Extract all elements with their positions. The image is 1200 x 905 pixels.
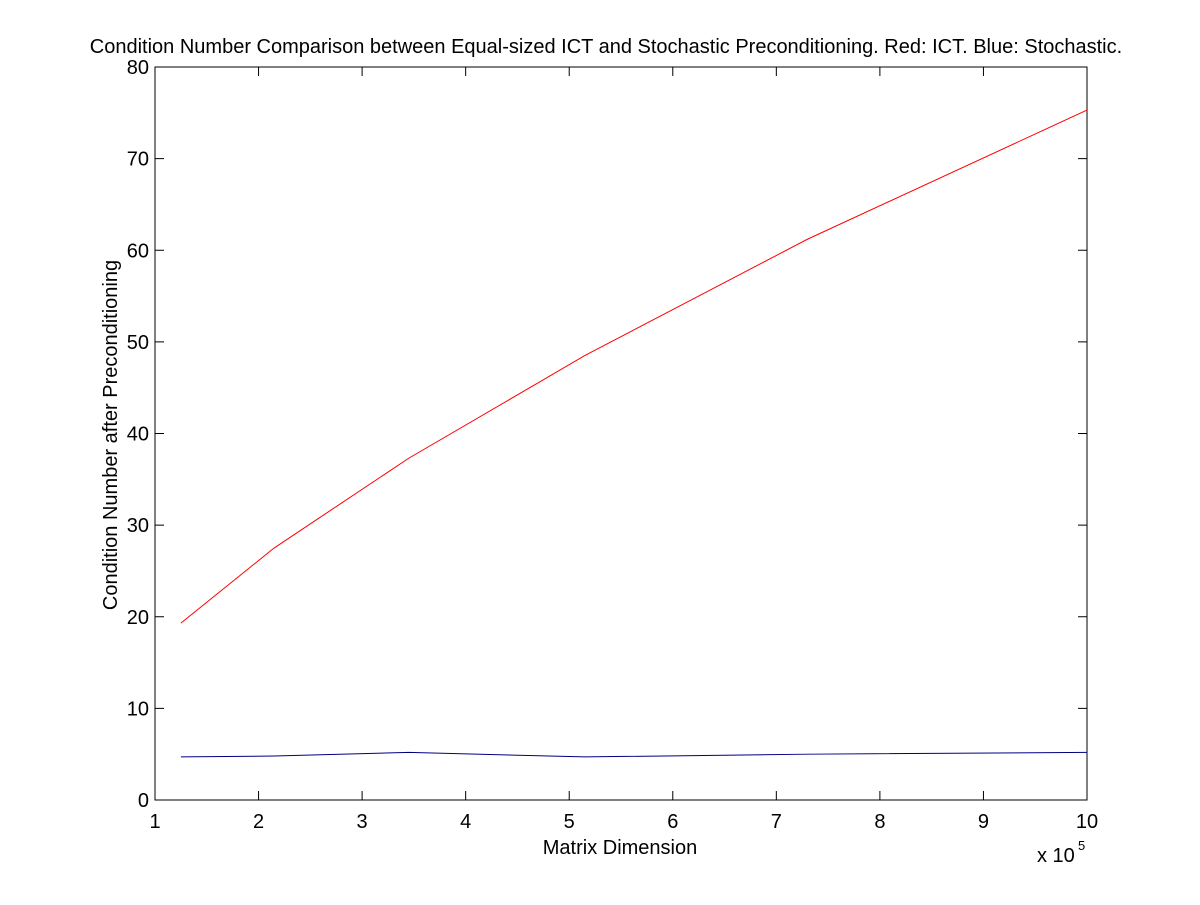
y-tick-label: 30 — [127, 515, 149, 537]
x-tick-label: 4 — [460, 811, 471, 833]
y-axis-ticks: 0 10 20 30 40 50 60 70 80 — [127, 57, 1087, 812]
y-tick-label: 50 — [127, 332, 149, 354]
x-tick-label: 1 — [149, 811, 160, 833]
y-tick-label: 0 — [138, 790, 149, 812]
y-tick-label: 80 — [127, 57, 149, 79]
x-tick-label: 10 — [1076, 811, 1098, 833]
plot-area — [154, 66, 1088, 801]
y-axis-label: Condition Number after Preconditioning — [100, 260, 122, 610]
x-tick-label: 5 — [564, 811, 575, 833]
y-tick-label: 70 — [127, 149, 149, 171]
x-axis-exponent-label: x 10 5 — [1037, 838, 1085, 867]
y-tick-label: 60 — [127, 240, 149, 262]
x-axis-label: Matrix Dimension — [543, 837, 697, 859]
x-tick-label: 7 — [771, 811, 782, 833]
series-line-blue — [180, 751, 1088, 758]
x-tick-label: 3 — [357, 811, 368, 833]
y-tick-label: 20 — [127, 607, 149, 629]
x-tick-label: 9 — [978, 811, 989, 833]
x-tick-label: 6 — [667, 811, 678, 833]
x-axis-exponent-base: x 10 — [1037, 845, 1075, 867]
x-axis-ticks: 1 2 3 4 5 6 7 8 9 10 — [149, 67, 1098, 833]
chart-title: Condition Number Comparison between Equa… — [90, 36, 1122, 58]
series-lines — [180, 109, 1088, 758]
x-axis-exponent-power: 5 — [1078, 838, 1085, 853]
y-tick-label: 10 — [127, 698, 149, 720]
series-line-red — [180, 109, 1088, 624]
x-tick-label: 8 — [874, 811, 885, 833]
y-tick-label: 40 — [127, 424, 149, 446]
x-tick-label: 2 — [253, 811, 264, 833]
